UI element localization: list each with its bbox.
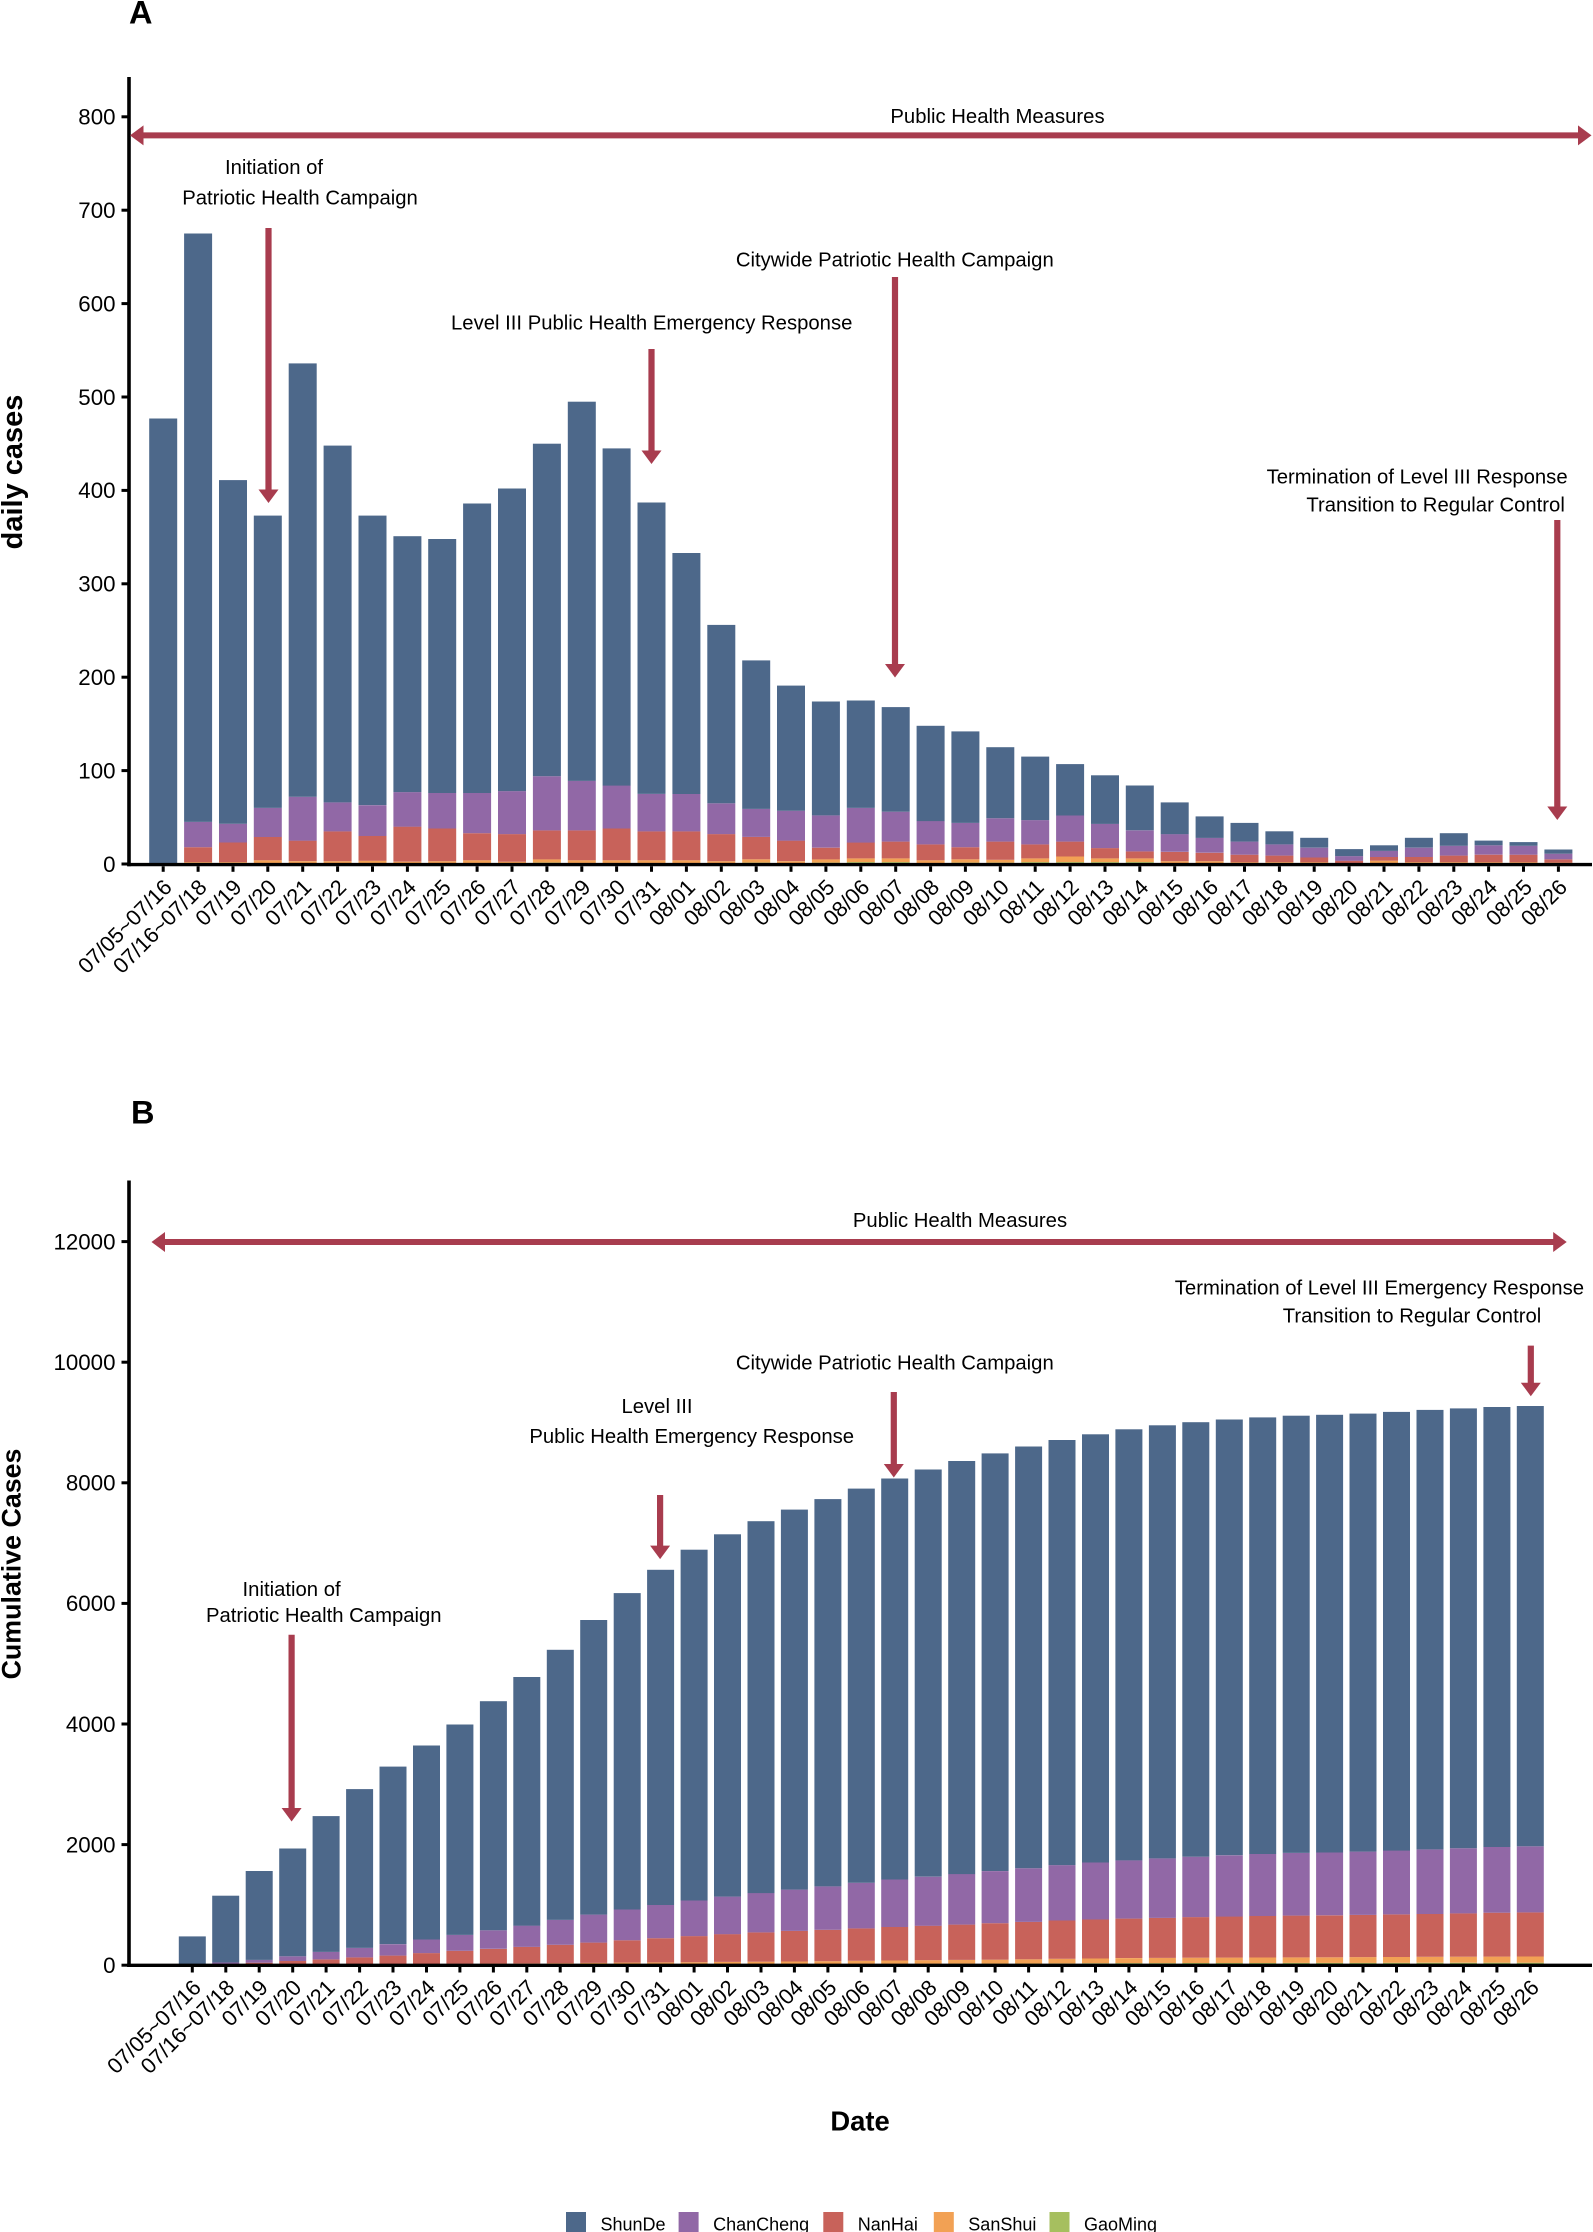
svg-text:4000: 4000 (66, 1712, 116, 1737)
svg-text:daily cases: daily cases (0, 395, 29, 550)
svg-text:Transition to Regular Control: Transition to Regular Control (1283, 1306, 1542, 1328)
svg-text:Termination of Level III Emerg: Termination of Level III Emergency Respo… (1175, 1278, 1584, 1300)
svg-text:Transition to Regular Control: Transition to Regular Control (1306, 495, 1565, 517)
svg-text:NanHai: NanHai (858, 2214, 918, 2232)
svg-text:200: 200 (78, 665, 115, 690)
svg-text:Patriotic Health Campaign: Patriotic Health Campaign (206, 1605, 442, 1627)
svg-text:500: 500 (78, 385, 115, 410)
svg-text:600: 600 (78, 291, 115, 316)
svg-text:8000: 8000 (66, 1471, 116, 1496)
svg-text:Date: Date (830, 2105, 889, 2136)
svg-text:Public Health Emergency Respon: Public Health Emergency Response (529, 1426, 854, 1448)
svg-text:Citywide Patriotic Health Camp: Citywide Patriotic Health Campaign (736, 1353, 1054, 1375)
svg-text:300: 300 (78, 572, 115, 597)
svg-text:0: 0 (103, 1953, 115, 1978)
svg-text:Level III Public Health Emerge: Level III Public Health Emergency Respon… (451, 313, 852, 335)
svg-text:Public Health Measures: Public Health Measures (853, 1210, 1067, 1232)
svg-text:A: A (129, 0, 152, 31)
svg-text:Public Health Measures: Public Health Measures (890, 106, 1104, 128)
svg-text:6000: 6000 (66, 1591, 116, 1616)
svg-text:700: 700 (78, 198, 115, 223)
svg-text:ShunDe: ShunDe (601, 2214, 666, 2232)
svg-text:Citywide Patriotic Health Camp: Citywide Patriotic Health Campaign (736, 250, 1054, 272)
svg-text:GaoMing: GaoMing (1084, 2214, 1157, 2232)
svg-text:12000: 12000 (53, 1229, 115, 1254)
svg-text:Termination of Level III Respo: Termination of Level III Response (1267, 466, 1568, 488)
svg-text:100: 100 (78, 758, 115, 783)
svg-text:SanShui: SanShui (968, 2214, 1036, 2232)
svg-text:2000: 2000 (66, 1832, 116, 1857)
svg-text:Initiation of: Initiation of (225, 157, 323, 179)
svg-text:Patriotic Health Campaign: Patriotic Health Campaign (182, 188, 418, 210)
svg-text:ChanCheng: ChanCheng (713, 2214, 809, 2232)
svg-text:Initiation of: Initiation of (243, 1579, 341, 1601)
svg-text:Cumulative Cases: Cumulative Cases (0, 1449, 27, 1680)
svg-text:400: 400 (78, 478, 115, 503)
svg-text:10000: 10000 (53, 1350, 115, 1375)
svg-text:0: 0 (103, 852, 115, 877)
svg-text:Level III: Level III (621, 1396, 692, 1418)
svg-text:800: 800 (78, 105, 115, 130)
svg-text:B: B (131, 1094, 154, 1130)
